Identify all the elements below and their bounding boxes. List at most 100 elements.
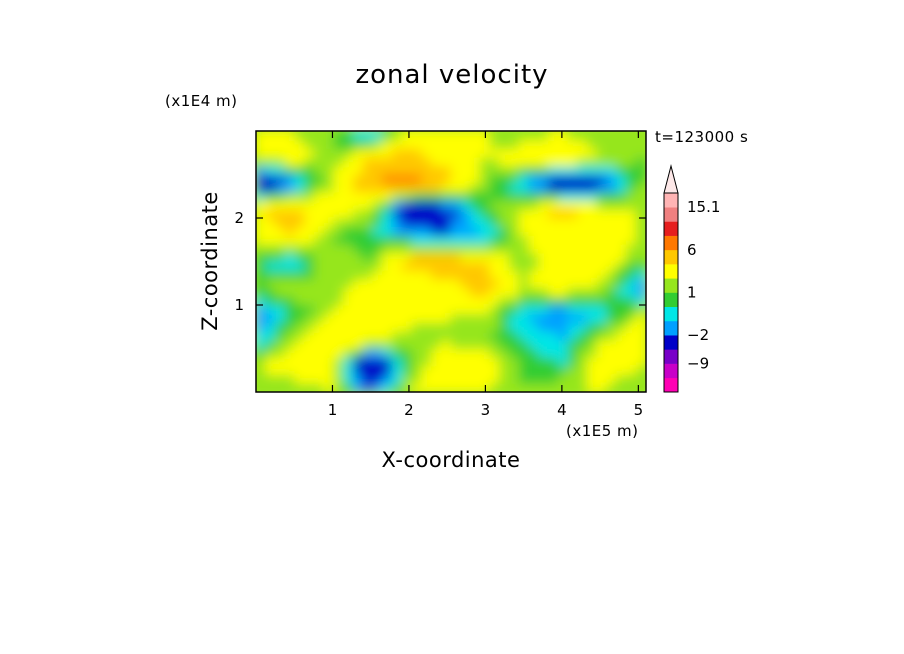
field-cell — [431, 313, 442, 323]
field-cell — [479, 278, 491, 289]
field-cell — [314, 348, 325, 358]
field-cell — [479, 252, 491, 262]
field-cell — [284, 365, 296, 376]
x-axis-label: X-coordinate — [381, 448, 521, 472]
field-cell — [362, 313, 374, 323]
field-cell — [538, 295, 549, 306]
field-cell — [440, 321, 452, 332]
field-cell — [606, 200, 618, 210]
field-cell — [548, 252, 559, 262]
field-cell — [392, 217, 403, 228]
field-cell — [489, 208, 501, 219]
field-cell — [362, 208, 374, 219]
field-cell — [460, 278, 471, 289]
field-cell — [596, 139, 608, 149]
field-cell — [596, 252, 608, 262]
field-cell — [587, 261, 598, 271]
field-cell — [557, 131, 569, 141]
field-cell — [450, 295, 462, 306]
field-cell — [538, 348, 549, 358]
field-cell — [528, 147, 540, 158]
field-cell — [567, 200, 579, 210]
field-cell — [353, 269, 364, 280]
field-cell — [421, 165, 432, 175]
field-cell — [275, 165, 286, 175]
field-cell — [450, 339, 462, 349]
field-cell — [333, 348, 345, 358]
field-cell — [353, 287, 364, 297]
field-cell — [304, 356, 315, 367]
field-cell — [450, 243, 462, 254]
field-cell — [421, 278, 432, 289]
field-cell — [616, 348, 627, 358]
field-cell — [401, 200, 413, 210]
field-cell — [323, 234, 335, 245]
field-cell — [548, 226, 559, 236]
field-cell — [577, 139, 588, 149]
field-cell — [567, 365, 579, 376]
field-cell — [587, 269, 598, 280]
field-cell — [392, 139, 403, 149]
field-cell — [509, 217, 520, 228]
field-cell — [353, 313, 364, 323]
field-cell — [421, 313, 432, 323]
field-cell — [372, 208, 384, 219]
field-cell — [314, 208, 325, 219]
field-cell — [265, 217, 276, 228]
field-cell — [626, 348, 637, 358]
field-cell — [372, 348, 384, 358]
field-cell — [362, 321, 374, 332]
field-cell — [548, 382, 559, 392]
field-cell — [304, 208, 315, 219]
field-cell — [440, 174, 452, 184]
field-cell — [567, 208, 579, 219]
field-cell — [518, 139, 530, 149]
field-cell — [421, 330, 432, 341]
field-cell — [382, 339, 393, 349]
field-cell — [372, 321, 384, 332]
field-cell — [256, 131, 267, 141]
field-cell — [479, 217, 491, 228]
field-cell — [314, 295, 325, 306]
field-cell — [538, 365, 549, 376]
field-cell — [431, 147, 442, 158]
field-cell — [548, 234, 559, 245]
field-cell — [323, 287, 335, 297]
field-cell — [528, 174, 540, 184]
field-cell — [411, 304, 423, 315]
field-cell — [450, 261, 462, 271]
field-cell — [489, 217, 501, 228]
field-cell — [499, 374, 510, 384]
field-cell — [596, 147, 608, 158]
field-cell — [431, 365, 442, 376]
field-cell — [284, 139, 296, 149]
field-cell — [518, 226, 530, 236]
time-stamp: t=123000 s — [655, 128, 749, 146]
field-cell — [479, 226, 491, 236]
field-cell — [362, 165, 374, 175]
field-cell — [401, 156, 413, 167]
field-cell — [567, 287, 579, 297]
field-cell — [304, 269, 315, 280]
field-cell — [499, 156, 510, 167]
field-cell — [489, 200, 501, 210]
field-cell — [509, 261, 520, 271]
field-cell — [265, 295, 276, 306]
field-cell — [392, 226, 403, 236]
field-cell — [538, 339, 549, 349]
field-cell — [557, 191, 569, 202]
field-cell — [557, 339, 569, 349]
colorbar-label: −9 — [687, 355, 709, 373]
y-axis-unit: (x1E4 m) — [165, 92, 238, 110]
field-cell — [626, 252, 637, 262]
colorbar-segment — [664, 264, 678, 279]
field-cell — [548, 278, 559, 289]
field-cell — [440, 295, 452, 306]
field-cell — [314, 382, 325, 392]
field-cell — [392, 243, 403, 254]
field-cell — [284, 330, 296, 341]
field-cell — [256, 365, 267, 376]
field-cell — [616, 278, 627, 289]
field-cell — [489, 382, 501, 392]
field-cell — [362, 191, 374, 202]
